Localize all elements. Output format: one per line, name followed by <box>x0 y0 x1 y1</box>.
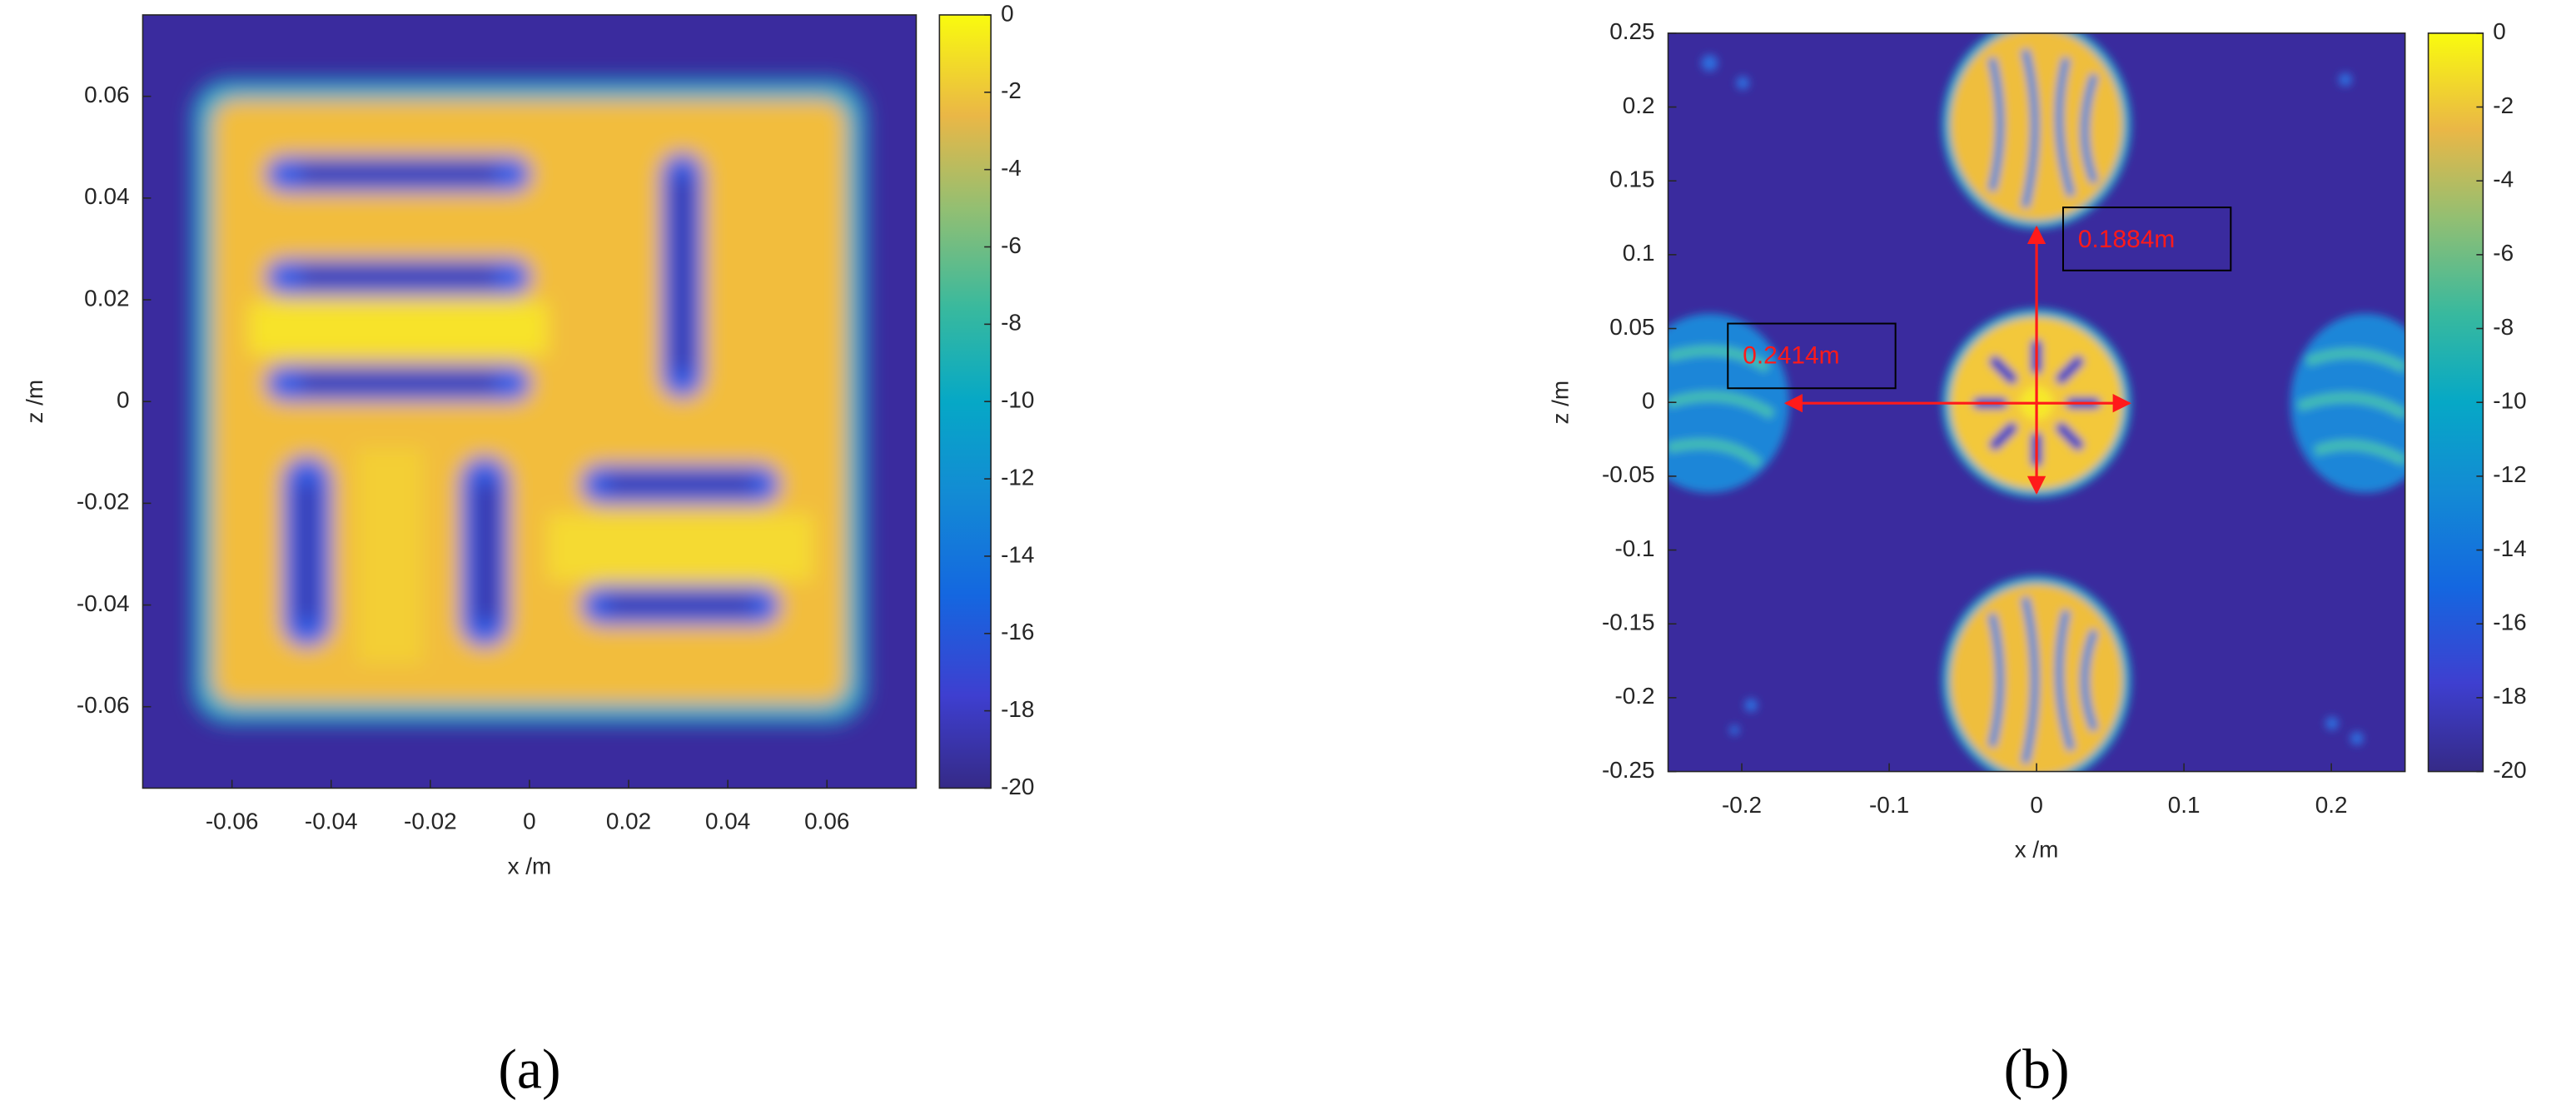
colorbar-tick-label: -10 <box>2493 388 2526 414</box>
y-tick-label: -0.2 <box>1615 683 1655 709</box>
y-tick-label: -0.15 <box>1602 610 1655 635</box>
x-axis-label: x /m <box>508 853 552 879</box>
y-tick-label: 0.05 <box>1609 314 1654 340</box>
y-axis-label: z /m <box>22 380 47 424</box>
y-tick-label: 0.1 <box>1623 240 1655 266</box>
x-tick-label: 0.04 <box>705 809 750 834</box>
y-tick-label: 0.04 <box>84 183 129 209</box>
colorbar <box>938 14 992 789</box>
colorbar-tick-label: -16 <box>1001 619 1034 645</box>
x-tick-label: -0.2 <box>1722 792 1762 818</box>
y-tick-label: 0.06 <box>84 82 129 107</box>
panel-caption: (b) <box>2004 1038 2070 1101</box>
x-tick-label: -0.06 <box>206 809 259 834</box>
colorbar-tick-label: -2 <box>1001 77 1022 103</box>
heatmap-image-a <box>142 14 917 789</box>
colorbar-tick-label: 0 <box>1001 0 1014 26</box>
colorbar <box>2427 32 2484 773</box>
y-tick-label: 0.02 <box>84 285 129 311</box>
y-tick-label: -0.06 <box>77 692 130 718</box>
x-tick-label: 0.2 <box>2315 792 2348 818</box>
colorbar-tick-label: -18 <box>2493 683 2526 709</box>
colorbar-tick-label: -16 <box>2493 610 2526 635</box>
colorbar-tick-label: -10 <box>1001 387 1034 413</box>
colorbar-tick-label: -6 <box>2493 240 2514 266</box>
y-tick-label: -0.04 <box>77 590 130 616</box>
x-tick-label: 0 <box>2030 792 2043 818</box>
annotation-box <box>1727 322 1897 390</box>
x-tick-label: 0 <box>523 809 536 834</box>
colorbar-tick-label: -6 <box>1001 232 1022 258</box>
x-axis-label: x /m <box>2015 837 2059 863</box>
y-axis-label: z /m <box>1547 381 1573 425</box>
colorbar-tick-label: -20 <box>2493 757 2526 783</box>
x-tick-label: -0.02 <box>404 809 457 834</box>
colorbar-tick-label: -4 <box>1001 155 1022 181</box>
x-tick-label: 0.02 <box>606 809 651 834</box>
y-tick-label: -0.02 <box>77 489 130 515</box>
x-tick-label: 0.06 <box>804 809 849 834</box>
colorbar-tick-label: -12 <box>2493 461 2526 487</box>
annotation: 0.2414m <box>1743 341 1839 369</box>
annotation: 0.1884m <box>2078 226 2175 253</box>
colorbar-tick-label: -14 <box>1001 541 1034 567</box>
colorbar-tick-label: -8 <box>1001 310 1022 336</box>
y-tick-label: -0.1 <box>1615 535 1655 561</box>
colorbar-tick-label: -12 <box>1001 464 1034 490</box>
colorbar-tick-label: 0 <box>2493 18 2506 44</box>
colorbar-tick-label: -14 <box>2493 535 2526 561</box>
x-tick-label: -0.1 <box>1869 792 1909 818</box>
colorbar-tick-label: -2 <box>2493 92 2514 118</box>
annotation-box <box>2061 207 2232 271</box>
x-tick-label: -0.04 <box>305 809 358 834</box>
y-tick-label: -0.25 <box>1602 757 1655 783</box>
panel-caption: (a) <box>498 1038 560 1101</box>
y-tick-label: 0 <box>1642 388 1655 414</box>
colorbar-tick-label: -8 <box>2493 314 2514 340</box>
y-tick-label: 0.25 <box>1609 18 1654 44</box>
y-tick-label: 0.2 <box>1623 92 1655 118</box>
colorbar-tick-label: -4 <box>2493 167 2514 192</box>
colorbar-tick-label: -18 <box>1001 696 1034 722</box>
y-tick-label: 0 <box>117 387 130 413</box>
distance-arrows <box>1783 225 2131 495</box>
y-tick-label: 0.15 <box>1609 167 1654 192</box>
x-tick-label: 0.1 <box>2168 792 2201 818</box>
y-tick-label: -0.05 <box>1602 461 1655 487</box>
colorbar-tick-label: -20 <box>1001 774 1034 799</box>
